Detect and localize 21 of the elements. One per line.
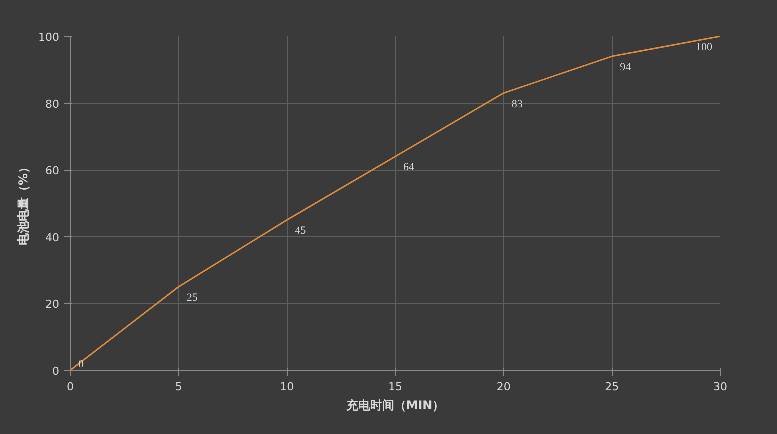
y-tick-label: 0	[52, 365, 60, 378]
y-tick-label: 40	[46, 231, 60, 244]
data-label: 83	[512, 98, 524, 110]
data-label: 94	[620, 62, 632, 74]
data-label: 25	[186, 292, 198, 304]
x-tick-label: 0	[67, 380, 74, 394]
x-tick-label: 30	[714, 380, 728, 394]
y-tick-label: 20	[46, 298, 60, 312]
x-tick-label: 25	[605, 380, 620, 394]
x-tick-label: 20	[496, 380, 511, 394]
data-label: 100	[696, 42, 713, 54]
y-tick-label: 100	[38, 31, 60, 44]
data-label: 64	[404, 162, 415, 174]
x-tick-label: 15	[388, 380, 402, 394]
data-label: 45	[295, 225, 307, 238]
y-tick-label: 60	[46, 164, 60, 178]
y-axis-title: 电池电量（%）	[16, 161, 31, 246]
x-tick-label: 10	[280, 380, 294, 394]
x-axis-title: 充电时间（MIN）	[345, 398, 445, 412]
x-tick-label: 5	[175, 380, 182, 394]
y-tick-label: 80	[46, 98, 60, 111]
